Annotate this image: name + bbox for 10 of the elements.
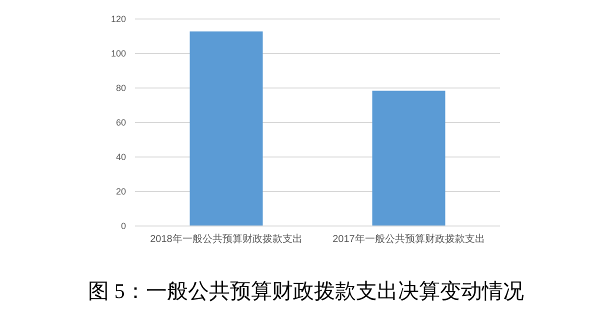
y-tick-label: 120 — [110, 14, 126, 24]
y-tick-label: 20 — [116, 186, 126, 197]
y-tick-label: 60 — [116, 118, 126, 128]
x-tick-label: 2018年一般公共预算财政拨款支出 — [150, 233, 302, 245]
y-tick-label: 0 — [120, 221, 126, 232]
y-tick-label: 40 — [116, 152, 126, 162]
text: 图 5：一般公共预算财政拨款支出决算变动情况 — [88, 279, 524, 303]
x-tick-label: 2017年一般公共预算财政拨款支出 — [332, 233, 485, 245]
y-tick-label: 80 — [116, 83, 126, 94]
y-tick-label: 100 — [110, 48, 126, 59]
